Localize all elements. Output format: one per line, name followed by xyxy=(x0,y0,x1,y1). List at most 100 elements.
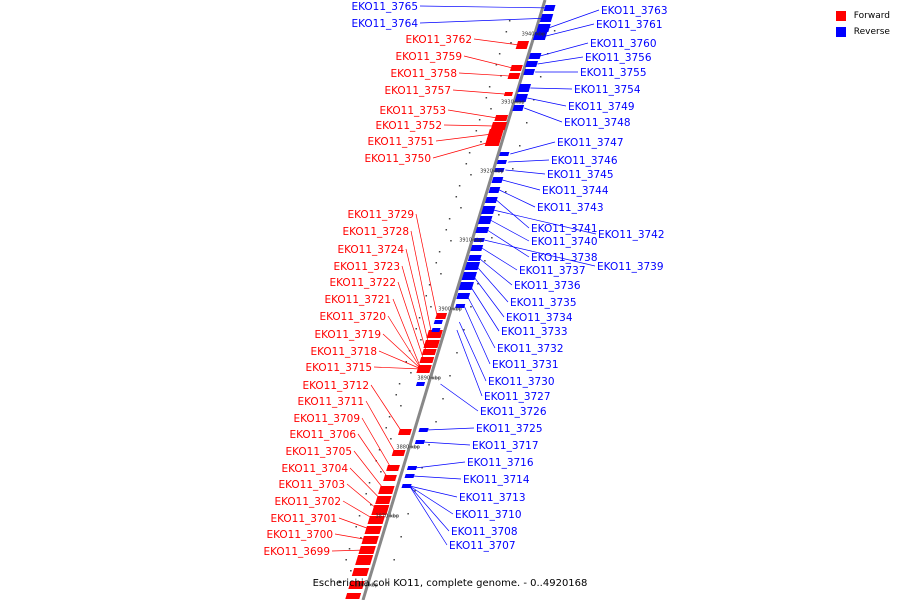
minor-feature-dot xyxy=(400,405,402,407)
forward-gene-label: EKO11_3711 xyxy=(297,396,364,408)
tick-label: 3880 kbp xyxy=(396,445,420,451)
leader-line xyxy=(463,305,491,365)
forward-gene-feature xyxy=(419,357,435,363)
reverse-gene-feature xyxy=(496,160,507,164)
leader-line xyxy=(530,87,573,90)
reverse-gene-label: EKO11_3763 xyxy=(601,5,668,17)
reverse-gene-label: EKO11_3739 xyxy=(597,261,664,273)
minor-feature-dot xyxy=(421,467,423,469)
forward-gene-label: EKO11_3750 xyxy=(364,153,431,165)
forward-gene-feature xyxy=(375,496,392,504)
minor-feature-dot xyxy=(428,284,431,286)
reverse-gene-label: EKO11_3764 xyxy=(351,18,418,30)
leader-line xyxy=(463,55,513,69)
tick-label: 3870 kbp xyxy=(375,514,399,520)
minor-feature-dot xyxy=(488,86,491,88)
leader-line xyxy=(414,461,466,469)
minor-feature-dot xyxy=(490,108,492,110)
forward-gene-label: EKO11_3729 xyxy=(347,209,414,221)
leader-line xyxy=(466,295,496,349)
reverse-gene-label: EKO11_3765 xyxy=(351,1,418,13)
minor-feature-dot xyxy=(355,526,357,528)
forward-gene-feature xyxy=(509,65,523,71)
reverse-gene-label: EKO11_3731 xyxy=(492,359,559,371)
minor-feature-dot xyxy=(428,444,430,446)
leader-line xyxy=(397,281,425,361)
leader-line xyxy=(349,467,382,501)
leader-line xyxy=(548,9,600,29)
leader-line xyxy=(537,56,584,65)
minor-feature-dot xyxy=(393,559,395,561)
reverse-gene-feature xyxy=(467,255,482,261)
leader-line xyxy=(426,427,475,431)
reverse-gene-feature xyxy=(470,245,484,251)
reverse-gene-feature xyxy=(458,282,474,290)
leader-line xyxy=(382,333,422,370)
reverse-gene-label: EKO11_3754 xyxy=(574,84,641,96)
forward-gene-feature xyxy=(423,340,440,348)
gene-labels: EKO11_3762 EKO11_3759 EKO11_3758 EKO11_3757… xyxy=(263,1,667,558)
minor-feature-dot xyxy=(450,240,452,242)
minor-feature-dot xyxy=(505,191,507,193)
minor-feature-dot xyxy=(407,513,409,515)
forward-gene-label: EKO11_3757 xyxy=(384,85,451,97)
reverse-gene-label: EKO11_3733 xyxy=(501,326,568,338)
forward-gene-feature xyxy=(435,313,448,319)
legend-label-forward: Forward xyxy=(853,11,890,21)
reverse-gene-label: EKO11_3744 xyxy=(542,185,609,197)
reverse-gene-feature xyxy=(517,84,532,92)
leader-line xyxy=(458,72,510,77)
leader-line xyxy=(346,483,379,511)
leader-line xyxy=(334,533,370,541)
reverse-gene-label: EKO11_3708 xyxy=(451,526,518,538)
forward-gene-feature xyxy=(348,581,365,589)
minor-feature-dot xyxy=(480,141,482,143)
forward-gene-label: EKO11_3703 xyxy=(278,479,345,491)
reverse-gene-label: EKO11_3742 xyxy=(598,229,665,241)
leader-line xyxy=(373,366,422,370)
reverse-gene-label: EKO11_3749 xyxy=(568,101,635,113)
leader-line xyxy=(419,5,555,9)
minor-feature-dot xyxy=(455,196,458,198)
forward-gene-feature xyxy=(398,429,412,435)
minor-feature-dot xyxy=(365,493,367,495)
reverse-gene-feature xyxy=(475,227,490,233)
leader-line xyxy=(392,298,422,370)
forward-gene-label: EKO11_3719 xyxy=(314,329,381,341)
minor-feature-dot xyxy=(498,53,501,55)
reverse-gene-label: EKO11_3747 xyxy=(557,137,624,149)
forward-gene-label: EKO11_3709 xyxy=(293,413,360,425)
minor-feature-dot xyxy=(410,372,412,374)
leader-line xyxy=(338,517,373,531)
forward-gene-feature xyxy=(490,122,507,130)
leader-line xyxy=(478,257,513,286)
minor-feature-dot xyxy=(512,168,514,170)
reverse-gene-label: EKO11_3746 xyxy=(551,155,618,167)
reverse-gene-feature xyxy=(484,197,498,203)
leader-line xyxy=(409,485,450,532)
reverse-gene-feature xyxy=(525,61,538,67)
leader-line xyxy=(502,179,541,191)
tick-label: 3900 kbp xyxy=(438,307,462,313)
position-ticks: 3940 kbp 3930 kbp 3920 kbp 3910 kbp 3900 kbp… xyxy=(355,32,546,589)
reverse-gene-feature xyxy=(523,69,536,75)
reverse-gene-feature xyxy=(464,262,481,270)
reverse-gene-label: EKO11_3740 xyxy=(531,236,598,248)
reverse-gene-label: EKO11_3713 xyxy=(459,492,526,504)
forward-gene-feature xyxy=(345,593,362,599)
reverse-gene-feature xyxy=(456,293,471,299)
forward-gene-feature xyxy=(391,450,406,456)
minor-feature-dot xyxy=(415,328,418,330)
minor-feature-dot xyxy=(510,42,512,44)
reverse-gene-feature xyxy=(488,187,501,193)
reverse-gene-feature xyxy=(455,304,466,308)
forward-gene-label: EKO11_3753 xyxy=(379,105,446,117)
leader-line xyxy=(484,239,596,267)
legend-item-forward: Forward xyxy=(835,8,890,24)
minor-feature-dot xyxy=(475,130,478,132)
leader-line xyxy=(435,133,493,142)
forward-gene-label: EKO11_3762 xyxy=(405,34,472,46)
minor-feature-dot xyxy=(508,20,511,22)
minor-feature-dot xyxy=(435,262,438,264)
